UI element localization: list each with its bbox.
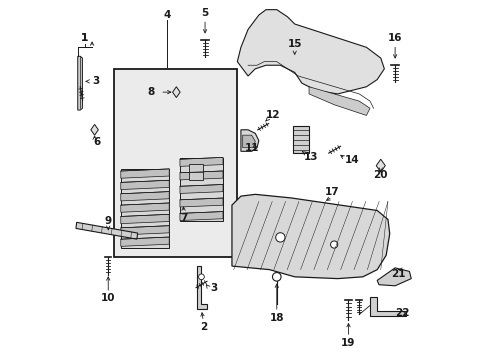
Polygon shape: [121, 192, 169, 201]
Text: 3: 3: [92, 76, 99, 86]
Text: 6: 6: [94, 138, 101, 147]
Polygon shape: [292, 126, 308, 153]
Text: 15: 15: [287, 39, 301, 49]
Text: 20: 20: [373, 170, 387, 180]
Polygon shape: [241, 130, 258, 151]
Text: 17: 17: [325, 187, 339, 197]
Text: 18: 18: [269, 313, 284, 323]
Polygon shape: [121, 203, 169, 212]
Polygon shape: [197, 266, 206, 309]
Polygon shape: [76, 222, 137, 239]
Text: 8: 8: [147, 87, 155, 97]
Polygon shape: [121, 169, 169, 178]
Polygon shape: [180, 158, 223, 221]
Text: 13: 13: [303, 152, 317, 162]
Bar: [113, 69, 237, 257]
Text: 21: 21: [391, 269, 405, 279]
Text: 14: 14: [344, 155, 359, 165]
Text: 2: 2: [199, 322, 206, 332]
Circle shape: [330, 241, 337, 248]
Polygon shape: [376, 268, 410, 286]
Text: 4: 4: [163, 10, 171, 20]
Polygon shape: [121, 169, 169, 248]
Circle shape: [275, 233, 285, 242]
Circle shape: [272, 273, 281, 281]
Polygon shape: [180, 157, 223, 166]
Bar: [188, 164, 203, 180]
Text: 3: 3: [210, 283, 217, 293]
Polygon shape: [242, 135, 255, 148]
Polygon shape: [121, 214, 169, 224]
Text: 22: 22: [394, 308, 409, 318]
Polygon shape: [375, 159, 385, 172]
Text: 10: 10: [101, 293, 115, 303]
Text: 9: 9: [104, 216, 112, 226]
Polygon shape: [180, 184, 223, 193]
Polygon shape: [121, 226, 169, 235]
Polygon shape: [180, 212, 223, 221]
Text: 12: 12: [265, 110, 280, 120]
Polygon shape: [180, 198, 223, 207]
Text: 1: 1: [81, 33, 88, 43]
Polygon shape: [121, 237, 169, 246]
Text: 11: 11: [244, 143, 258, 153]
Polygon shape: [78, 56, 82, 110]
Polygon shape: [180, 171, 223, 180]
Text: 5: 5: [201, 8, 208, 18]
Polygon shape: [172, 87, 180, 98]
Polygon shape: [91, 125, 98, 135]
Polygon shape: [369, 297, 405, 316]
Polygon shape: [308, 87, 369, 116]
Polygon shape: [231, 194, 389, 279]
Text: 7: 7: [180, 213, 187, 222]
Circle shape: [198, 274, 204, 280]
Text: 19: 19: [341, 338, 355, 348]
Text: 1: 1: [81, 33, 88, 43]
Polygon shape: [237, 10, 384, 94]
Polygon shape: [121, 180, 169, 190]
Text: 16: 16: [387, 33, 402, 43]
